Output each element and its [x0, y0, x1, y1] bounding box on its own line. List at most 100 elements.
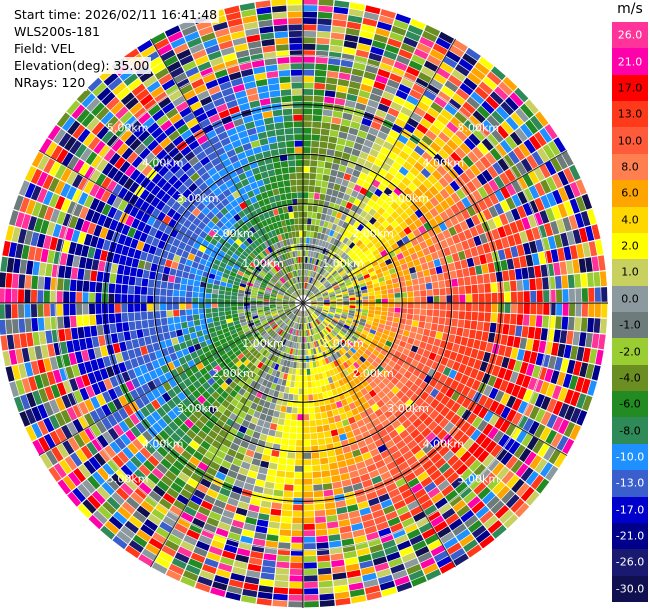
- range-gate: [341, 179, 350, 187]
- range-gate: [418, 183, 428, 194]
- range-gate: [180, 576, 196, 588]
- range-gate: [311, 335, 316, 342]
- range-gate: [400, 211, 409, 221]
- range-gate: [257, 369, 264, 377]
- range-gate: [107, 427, 119, 441]
- range-gate: [66, 186, 77, 200]
- range-gate: [254, 343, 261, 350]
- range-gate: [346, 569, 361, 578]
- range-gate: [279, 385, 286, 393]
- range-gate: [101, 91, 116, 106]
- range-gate: [424, 190, 434, 200]
- range-gate: [214, 575, 230, 585]
- range-gate: [423, 89, 437, 101]
- range-gate: [333, 415, 342, 423]
- range-gate: [69, 378, 79, 392]
- range-gate: [310, 305, 317, 308]
- range-gate: [212, 312, 219, 318]
- range-gate: [187, 478, 199, 489]
- range-gate: [72, 189, 83, 203]
- range-gate: [339, 125, 350, 133]
- range-gate: [348, 289, 355, 294]
- range-gate: [270, 354, 276, 362]
- range-gate: [324, 343, 330, 350]
- range-gate: [340, 199, 348, 207]
- range-gate: [224, 346, 232, 353]
- range-gate: [290, 335, 295, 342]
- range-gate: [463, 438, 475, 450]
- range-gate: [283, 306, 289, 309]
- range-gate: [85, 208, 95, 222]
- range-gate: [318, 226, 323, 233]
- range-gate: [534, 197, 545, 212]
- range-gate: [327, 287, 334, 292]
- range-gate: [395, 89, 409, 100]
- range-gate: [224, 503, 237, 513]
- range-gate: [161, 392, 172, 403]
- range-gate: [593, 318, 601, 333]
- range-gate: [430, 452, 442, 464]
- range-gate: [363, 71, 377, 81]
- range-gate: [37, 276, 45, 290]
- range-gate: [522, 279, 530, 291]
- range-gate: [84, 399, 95, 412]
- range-gate: [83, 460, 97, 475]
- range-gate: [297, 323, 300, 330]
- range-gate: [495, 505, 510, 519]
- range-gate: [208, 545, 223, 556]
- range-gate: [197, 221, 207, 230]
- range-gate: [385, 439, 395, 449]
- range-gate: [316, 167, 324, 174]
- range-gate: [521, 375, 532, 389]
- range-gate: [211, 539, 225, 550]
- range-gate: [331, 163, 340, 171]
- range-gate: [534, 265, 542, 278]
- range-gate: [148, 352, 157, 362]
- range-gate: [360, 473, 371, 482]
- range-gate: [339, 433, 348, 441]
- range-gate: [361, 513, 374, 522]
- range-gate: [259, 315, 266, 320]
- range-gate: [356, 419, 365, 428]
- range-gate: [197, 263, 205, 271]
- range-gate: [147, 455, 160, 467]
- range-gate: [231, 306, 238, 311]
- range-gate: [77, 268, 85, 280]
- range-gate: [319, 379, 325, 386]
- range-gate: [192, 303, 199, 309]
- range-gate: [386, 551, 401, 562]
- range-gate: [151, 144, 164, 156]
- range-gate: [31, 151, 44, 168]
- range-gate: [367, 99, 379, 109]
- range-gate: [361, 77, 375, 87]
- range-gate: [292, 293, 297, 298]
- range-gate: [298, 310, 301, 317]
- range-gate: [136, 240, 145, 251]
- range-gate: [129, 138, 142, 151]
- range-gate: [171, 190, 182, 201]
- range-gate: [345, 281, 352, 287]
- range-gate: [273, 286, 280, 291]
- range-gate: [443, 421, 455, 433]
- range-gate: [84, 427, 96, 441]
- range-gate: [234, 205, 242, 213]
- range-gate: [244, 247, 252, 255]
- range-gate: [249, 234, 257, 242]
- range-gate: [291, 355, 295, 362]
- range-gate: [386, 215, 395, 224]
- range-gate: [296, 310, 300, 316]
- range-gate: [473, 359, 482, 370]
- range-gate: [303, 439, 311, 446]
- range-gate: [278, 311, 285, 316]
- range-gate: [413, 290, 420, 297]
- range-gate: [289, 426, 297, 433]
- range-gate: [336, 296, 343, 300]
- range-gate: [303, 140, 311, 147]
- range-gate: [63, 291, 70, 303]
- range-gate: [397, 112, 410, 123]
- range-gate: [406, 424, 416, 434]
- range-gate: [284, 293, 291, 298]
- range-gate: [237, 303, 244, 307]
- range-gate: [241, 374, 249, 383]
- range-gate: [322, 309, 329, 313]
